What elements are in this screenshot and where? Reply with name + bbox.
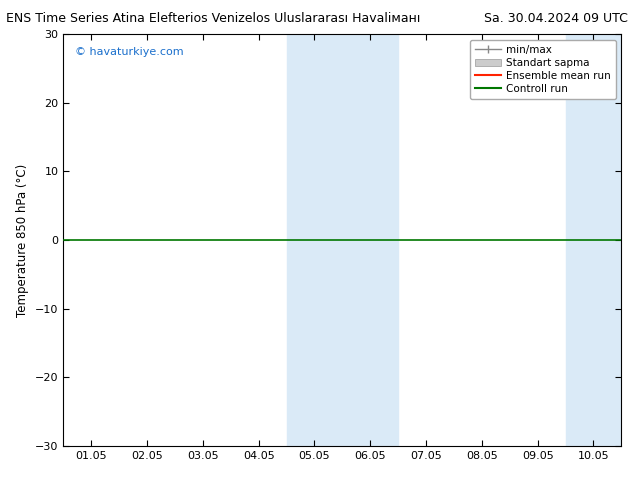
Bar	[287, 34, 398, 446]
Legend: min/max, Standart sapma, Ensemble mean run, Controll run: min/max, Standart sapma, Ensemble mean r…	[470, 40, 616, 99]
Text: ENS Time Series Atina Elefterios Venizelos Uluslararası Havaliманı: ENS Time Series Atina Elefterios Venizel…	[6, 12, 421, 25]
Text: © havaturkiye.com: © havaturkiye.com	[75, 47, 183, 57]
Text: Sa. 30.04.2024 09 UTC: Sa. 30.04.2024 09 UTC	[484, 12, 628, 25]
Y-axis label: Temperature 850 hPa (°C): Temperature 850 hPa (°C)	[16, 164, 30, 317]
Bar	[566, 34, 621, 446]
